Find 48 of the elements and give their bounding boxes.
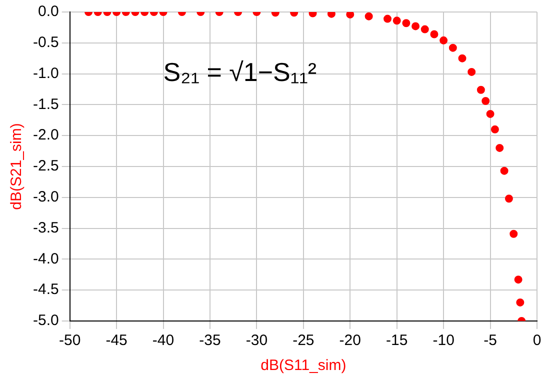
x-tick-label: -40 <box>152 332 174 350</box>
point <box>327 12 336 18</box>
x-tick-label: -5 <box>484 332 497 350</box>
point <box>476 86 485 94</box>
annotation: S₂₁ = √1−S₁₁² <box>163 56 317 87</box>
point <box>468 68 476 76</box>
x-tick-label: 0 <box>532 332 542 350</box>
point <box>496 144 504 152</box>
point <box>482 96 490 105</box>
y-tick-label: -2.5 <box>32 158 59 175</box>
x-tick-label: -50 <box>59 332 81 350</box>
point <box>448 44 457 52</box>
point <box>510 230 518 238</box>
point <box>500 166 508 175</box>
point <box>364 12 373 20</box>
point <box>440 36 448 44</box>
x-tick-label: -10 <box>432 332 454 350</box>
y-tick-label: -3.5 <box>32 219 59 236</box>
point <box>420 25 429 34</box>
point <box>412 22 420 30</box>
point <box>490 125 499 134</box>
y-tick-label: -3.0 <box>32 188 59 206</box>
point <box>384 14 392 23</box>
y-tick-label: -0.5 <box>32 34 59 52</box>
point <box>516 298 524 306</box>
y-tick-label: -5.0 <box>32 312 59 330</box>
y-tick-label: -4.0 <box>32 250 59 268</box>
y-axis-title: dB(S21_sim) <box>8 123 26 210</box>
x-tick-label: -20 <box>339 332 361 350</box>
x-tick-label: -35 <box>199 332 221 350</box>
point <box>392 16 401 25</box>
y-tick-label: -4.5 <box>32 281 59 298</box>
x-tick-label: -45 <box>106 332 128 350</box>
point <box>402 19 410 28</box>
point <box>458 54 466 62</box>
point <box>346 12 354 18</box>
y-tick-label: -1.5 <box>32 96 59 113</box>
y-tick-label: -1.0 <box>32 64 59 82</box>
x-tick-label: -15 <box>386 332 408 350</box>
point <box>504 194 513 203</box>
y-tick-label: 0.0 <box>38 3 59 20</box>
point <box>514 276 522 284</box>
y-tick-label: -2.0 <box>32 126 59 144</box>
point <box>430 30 438 38</box>
x-axis-title: dB(S11_sim) <box>260 357 346 374</box>
x-tick-label: -30 <box>246 332 268 350</box>
x-tick-label: -25 <box>292 332 314 350</box>
point <box>486 110 494 118</box>
